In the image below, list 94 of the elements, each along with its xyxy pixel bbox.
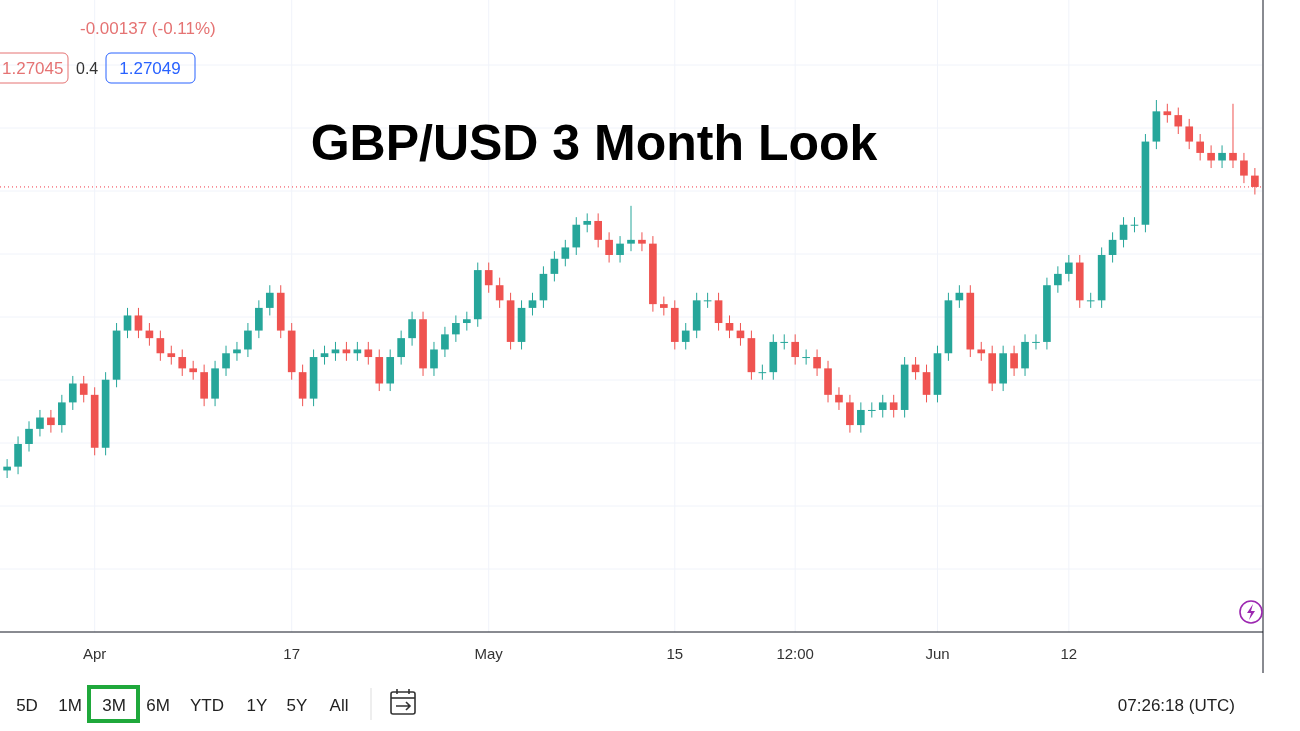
candlestick <box>189 360 198 381</box>
x-tick-label: 12 <box>1060 645 1078 662</box>
candlestick <box>627 205 635 252</box>
candlestick <box>331 341 340 362</box>
text: All <box>329 696 349 715</box>
candlestick <box>397 330 405 366</box>
candlestick <box>561 239 570 267</box>
candlestick <box>791 333 800 366</box>
candlestick <box>178 348 187 377</box>
candlestick <box>1010 345 1018 377</box>
x-tick-label: Apr <box>83 645 107 662</box>
candlestick <box>364 341 373 366</box>
candlestick <box>1251 167 1259 195</box>
text: 1.27049 <box>119 59 181 78</box>
candlestick <box>47 409 55 434</box>
candlestick <box>857 401 865 434</box>
candlestick <box>342 341 351 362</box>
candlestick <box>1032 333 1040 350</box>
candlestick <box>1185 118 1194 150</box>
candlestick <box>1163 103 1172 124</box>
text: 1Y <box>246 696 268 715</box>
candlestick <box>255 299 263 339</box>
candlestick <box>867 401 876 419</box>
candlestick <box>441 326 449 358</box>
candlestick <box>725 314 734 339</box>
candlestick <box>528 292 537 316</box>
candlestick <box>802 348 810 366</box>
candlestick <box>1054 265 1062 294</box>
candlestick <box>36 409 44 437</box>
candlestick <box>1108 231 1117 264</box>
candlestick <box>353 341 362 362</box>
text: YTD <box>190 696 224 715</box>
text: 0.4 <box>76 60 99 77</box>
candlestick <box>430 341 438 377</box>
candlestick <box>1119 216 1128 248</box>
candlestick <box>484 262 493 294</box>
candlestick <box>462 311 471 332</box>
candlestick <box>1207 144 1215 169</box>
candlestick <box>1174 107 1183 135</box>
text: 1M <box>58 696 82 715</box>
candlestick <box>922 364 931 403</box>
candlestick <box>233 341 241 362</box>
candlestick <box>79 375 88 403</box>
candlestick <box>495 277 504 309</box>
text: 1.27045 <box>2 59 64 78</box>
x-tick-label: 17 <box>283 645 301 662</box>
candlestick <box>780 333 789 350</box>
x-tick-label: 12:00 <box>776 645 814 662</box>
candlestick <box>714 292 723 332</box>
x-tick-label: 15 <box>666 645 684 662</box>
candlestick <box>977 341 986 362</box>
chart-title: GBP/USD 3 Month Look <box>310 115 878 171</box>
candlestick <box>156 330 165 362</box>
x-tick-label: May <box>474 645 504 662</box>
candlestick <box>25 420 33 453</box>
candlestick <box>1064 254 1073 282</box>
candlestick <box>123 307 132 339</box>
candlestick <box>878 394 887 419</box>
candlestick <box>889 394 898 419</box>
candlestick <box>68 375 77 411</box>
candlestick <box>452 314 460 343</box>
candlestick <box>550 250 559 282</box>
candlestick <box>835 386 843 411</box>
candlestick <box>1240 152 1248 184</box>
candlestick <box>605 231 613 264</box>
candlestick <box>1229 103 1237 169</box>
candlestick <box>265 284 274 316</box>
candlestick <box>408 311 416 347</box>
candlestick <box>1196 133 1204 161</box>
text: 07:26:18 (UTC) <box>1117 696 1235 715</box>
candlestick <box>660 296 668 316</box>
candlestick <box>320 345 329 366</box>
candlestick <box>58 394 66 434</box>
text: 5Y <box>286 696 308 715</box>
candlestick <box>1218 144 1226 169</box>
candlestick <box>572 216 581 256</box>
candlestick <box>616 235 624 264</box>
candlestick <box>583 212 592 233</box>
candlestick <box>1086 292 1095 309</box>
candlestick <box>594 212 602 248</box>
text: 3M <box>102 696 126 715</box>
candlestick <box>846 394 854 434</box>
x-tick-label: Jun <box>925 645 950 662</box>
candlestick <box>222 345 230 377</box>
candlestick <box>638 231 646 252</box>
candlestick <box>14 435 22 475</box>
candlestick <box>681 322 690 350</box>
candlestick <box>167 345 176 366</box>
text: 5D <box>16 696 38 715</box>
text: -0.00137 (-0.11%) <box>80 19 216 38</box>
candlestick <box>813 348 821 377</box>
candlestick <box>244 322 252 358</box>
text: 6M <box>146 696 170 715</box>
candlestick <box>134 307 143 339</box>
